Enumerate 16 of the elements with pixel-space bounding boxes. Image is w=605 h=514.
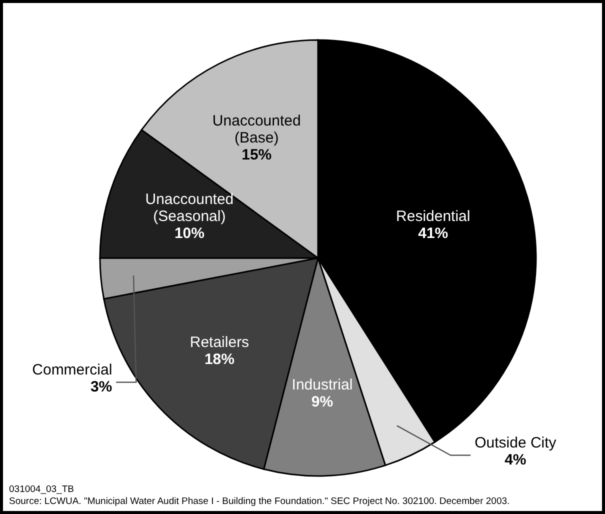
data-label: 18%	[204, 350, 234, 368]
slice-label: Outside City	[474, 434, 557, 452]
text: 031004_03_TB	[9, 484, 75, 496]
slice-label: Retailers	[190, 334, 250, 351]
data-label: 41%	[418, 224, 448, 242]
slice-label: Residential	[396, 208, 470, 225]
data-label: 10%	[174, 224, 204, 242]
source-note: Source: LCWUA. "Municipal Water Audit Phase I - Building the Foundation." SEC Project No. 302100. December 2003.	[9, 496, 510, 508]
data-label: 3%	[90, 378, 112, 396]
data-label: 4%	[504, 451, 526, 468]
data-label: 15%	[242, 146, 272, 164]
slice-label: Unaccounted (Seasonal)	[145, 190, 234, 225]
slice-label: Unaccounted (Base)	[212, 112, 301, 146]
slice-label: Industrial	[292, 376, 353, 394]
slice-label: Commercial	[32, 361, 112, 378]
data-label: 9%	[311, 393, 334, 410]
